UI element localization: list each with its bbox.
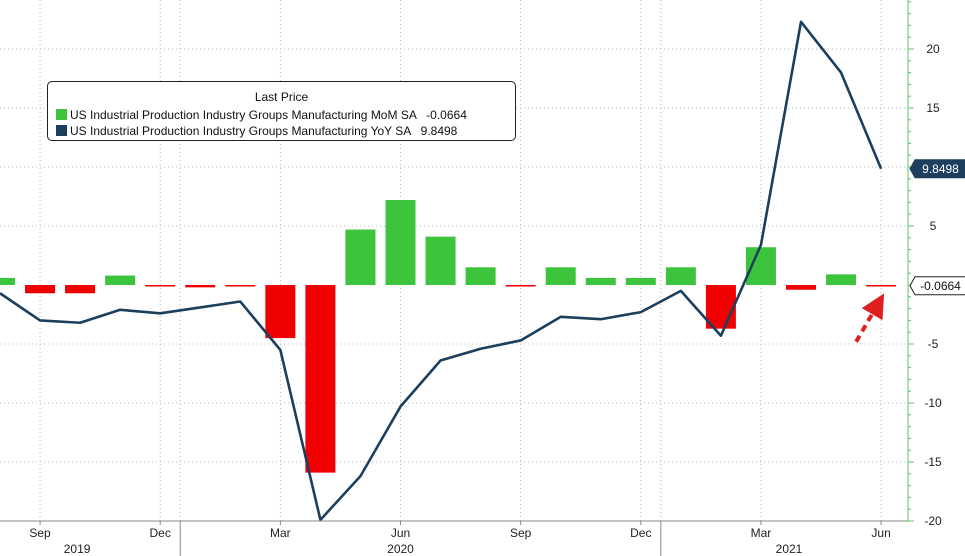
x-tick-label: Dec xyxy=(630,526,651,540)
y-tick-label: 20 xyxy=(926,42,940,56)
grid-lines xyxy=(0,0,908,522)
mom-bar xyxy=(305,285,336,473)
value-tag-box xyxy=(909,159,965,179)
legend-value-yoy: 9.8498 xyxy=(420,124,458,138)
value-tag: -0.0664 xyxy=(909,276,965,296)
legend: Last Price US Industrial Production Indu… xyxy=(47,81,516,141)
legend-swatch-yoy xyxy=(56,125,67,136)
x-tick-label: Mar xyxy=(751,526,772,540)
x-tick-label: Mar xyxy=(270,526,291,540)
mom-bar xyxy=(145,285,176,287)
x-tick-label: Sep xyxy=(29,526,51,540)
mom-bar xyxy=(345,229,376,285)
mom-bar xyxy=(786,285,816,290)
yoy-line-path xyxy=(0,20,883,522)
mom-bar xyxy=(505,285,536,287)
value-tag-label: 9.8498 xyxy=(922,162,959,176)
y-tick-label: -20 xyxy=(924,514,942,528)
y-tick-label: -5 xyxy=(928,337,939,351)
value-tag-label: -0.0664 xyxy=(920,279,961,293)
mom-bar xyxy=(465,267,496,285)
legend-value-mom: -0.0664 xyxy=(426,108,467,122)
mom-bar xyxy=(705,285,736,329)
legend-title: Last Price xyxy=(254,90,309,104)
mom-bar xyxy=(105,275,136,285)
y-tick-label: 15 xyxy=(926,101,940,115)
legend-entry-yoy: US Industrial Production Industry Groups… xyxy=(48,123,515,139)
x-tick-label: Jun xyxy=(871,526,890,540)
mom-bar xyxy=(65,285,96,294)
mom-bar xyxy=(265,285,296,339)
annotation-arrow xyxy=(854,293,885,343)
legend-label-mom: US Industrial Production Industry Groups… xyxy=(70,108,417,122)
mom-bar xyxy=(185,285,216,288)
y-tick-label: -10 xyxy=(924,396,942,410)
y-tick-label: -15 xyxy=(924,455,942,469)
x-tick-label: Dec xyxy=(150,526,171,540)
annotations xyxy=(854,293,885,343)
x-year-label: 2021 xyxy=(776,542,803,556)
legend-entry-mom: US Industrial Production Industry Groups… xyxy=(48,107,515,123)
mom-bar xyxy=(425,236,456,285)
mom-bar xyxy=(826,274,857,285)
mom-bar xyxy=(545,267,576,285)
mom-bar xyxy=(866,285,897,287)
yoy-line xyxy=(0,20,883,522)
x-tick-label: Jun xyxy=(391,526,410,540)
mom-bar xyxy=(665,267,696,285)
value-tag-box xyxy=(909,276,965,296)
legend-swatch-mom xyxy=(56,109,67,120)
mom-bar xyxy=(585,277,616,285)
mom-bar xyxy=(25,285,56,294)
x-year-label: 2019 xyxy=(64,542,91,556)
x-year-label: 2020 xyxy=(387,542,414,556)
legend-label-yoy: US Industrial Production Industry Groups… xyxy=(70,124,412,138)
value-tag: 9.8498 xyxy=(909,159,965,179)
mom-bar xyxy=(225,285,256,287)
mom-bar xyxy=(385,200,416,285)
mom-bar xyxy=(625,277,656,285)
y-tick-label: 5 xyxy=(930,219,937,233)
mom-bar xyxy=(0,277,15,285)
mom-bars xyxy=(0,200,897,473)
x-tick-label: Sep xyxy=(510,526,532,540)
